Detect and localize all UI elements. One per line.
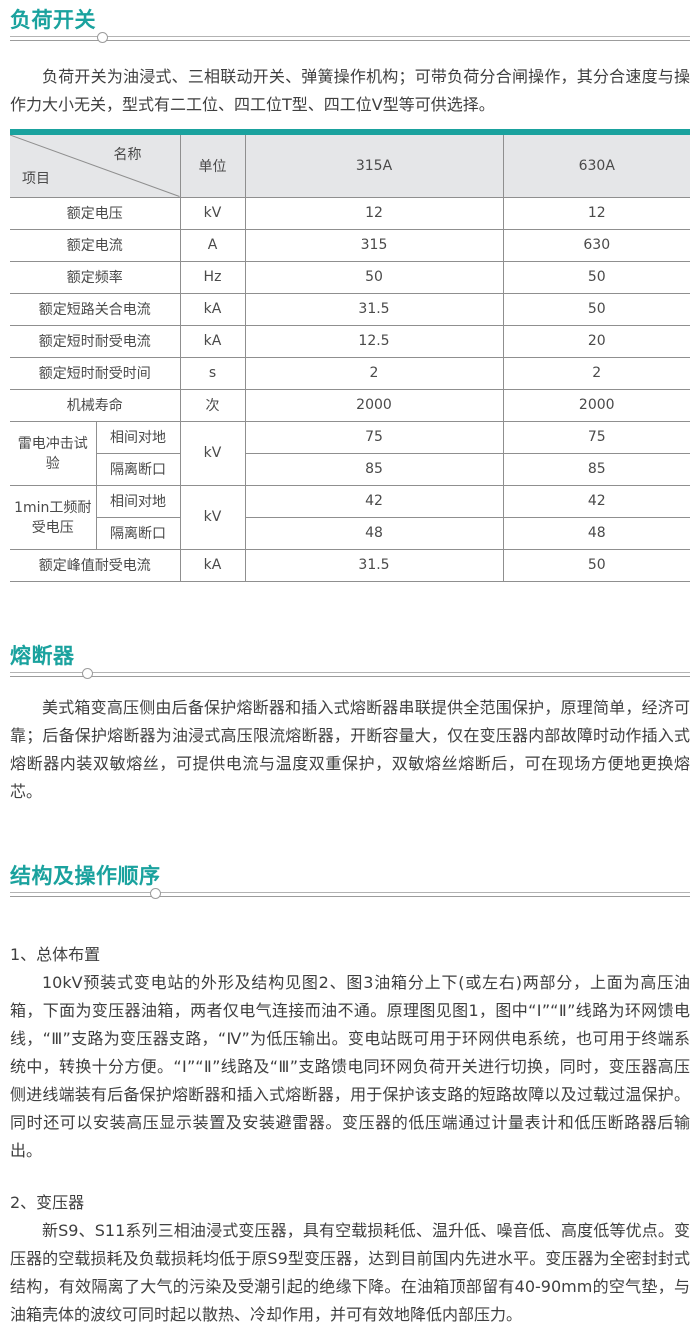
group-label: 1min工频耐受电压 xyxy=(10,484,97,550)
cell-630a: 20 xyxy=(502,324,690,358)
row-label: 额定电压 xyxy=(10,196,181,230)
cell-unit: kA xyxy=(179,548,246,582)
cell-630a: 85 xyxy=(502,452,690,486)
title-divider xyxy=(10,887,690,899)
table-row: 额定电流 A 315 630 xyxy=(10,228,690,262)
section-load-switch: 负荷开关 负荷开关为油浸式、三相联动开关、弹簧操作机构；可带负荷分合闸操作，其分… xyxy=(10,8,690,582)
cell-315a: 2000 xyxy=(244,388,504,422)
row-label: 额定峰值耐受电流 xyxy=(10,548,181,582)
cell-630a: 50 xyxy=(502,292,690,326)
cell-315a: 12 xyxy=(244,196,504,230)
cell-unit: s xyxy=(179,356,246,390)
structure-body: 1、总体布置 10kV预装式变电站的外形及结构见图2、图3油箱分上下(或左右)两… xyxy=(10,941,690,1329)
row-label: 额定短时耐受电流 xyxy=(10,324,181,358)
cell-315a: 31.5 xyxy=(244,548,504,582)
subsection-layout: 1、总体布置 10kV预装式变电站的外形及结构见图2、图3油箱分上下(或左右)两… xyxy=(10,941,690,1165)
cell-315a: 48 xyxy=(244,516,504,550)
cell-630a: 50 xyxy=(502,260,690,294)
row-label: 额定频率 xyxy=(10,260,181,294)
cell-unit: kV xyxy=(179,196,246,230)
row-label: 额定短时耐受时间 xyxy=(10,356,181,390)
table-row: 额定短路关合电流 kA 31.5 50 xyxy=(10,292,690,326)
cell-unit: kA xyxy=(179,324,246,358)
table-row-group: 1min工频耐受电压 相间对地 kV 42 42 xyxy=(10,484,690,550)
fuse-paragraph: 美式箱变高压侧由后备保护熔断器和插入式熔断器串联提供全范围保护，原理简单，经济可… xyxy=(10,697,690,801)
table-row-group: 隔离断口 85 85 xyxy=(10,452,690,486)
cell-unit: kA xyxy=(179,292,246,326)
cell-315a: 31.5 xyxy=(244,292,504,326)
section-title-fuse: 熔断器 xyxy=(10,643,75,668)
cell-630a: 2000 xyxy=(502,388,690,422)
table-row: 机械寿命 次 2000 2000 xyxy=(10,388,690,422)
spacer xyxy=(10,582,690,644)
table-row-group: 雷电冲击试验 相间对地 kV 75 75 xyxy=(10,420,690,486)
cell-630a: 630 xyxy=(502,228,690,262)
cell-315a: 85 xyxy=(244,452,504,486)
cell-630a: 42 xyxy=(502,484,690,518)
cell-315a: 12.5 xyxy=(244,324,504,358)
load-switch-paragraph: 负荷开关为油浸式、三相联动开关、弹簧操作机构；可带负荷分合闸操作，其分合速度与操… xyxy=(10,67,690,114)
table-accent-bar xyxy=(10,129,690,135)
section-title-structure: 结构及操作顺序 xyxy=(10,863,161,888)
cell-unit: kV xyxy=(179,484,246,550)
section-title-load-switch: 负荷开关 xyxy=(10,8,96,32)
cell-630a: 12 xyxy=(502,196,690,230)
spec-table: 名称 项目 单位 315A 630A 额定电压 kV 12 12 额定电流 A xyxy=(10,135,690,582)
subsection-heading: 1、总体布置 xyxy=(10,944,101,964)
cell-630a: 75 xyxy=(502,420,690,454)
diagonal-line xyxy=(10,135,180,197)
cell-315a: 42 xyxy=(244,484,504,518)
spec-table-wrapper: 名称 项目 单位 315A 630A 额定电压 kV 12 12 额定电流 A xyxy=(10,129,690,582)
corner-item-label: 项目 xyxy=(22,170,50,187)
cell-315a: 2 xyxy=(244,356,504,390)
table-header-row: 名称 项目 单位 315A 630A xyxy=(10,135,690,198)
cell-630a: 50 xyxy=(502,548,690,582)
group-label: 雷电冲击试验 xyxy=(10,420,97,486)
rule-dot-icon xyxy=(82,667,93,679)
col-header-630a: 630A xyxy=(502,135,690,198)
table-row: 额定峰值耐受电流 kA 31.5 50 xyxy=(10,548,690,582)
cell-unit: A xyxy=(179,228,246,262)
title-divider xyxy=(10,32,690,43)
section-fuse: 熔断器 美式箱变高压侧由后备保护熔断器和插入式熔断器串联提供全范围保护，原理简单… xyxy=(10,582,690,806)
section-structure: 结构及操作顺序 1、总体布置 10kV预装式变电站的外形及结构见图2、图3油箱分… xyxy=(10,806,690,1329)
table-row: 额定电压 kV 12 12 xyxy=(10,196,690,230)
subsection-paragraph: 10kV预装式变电站的外形及结构见图2、图3油箱分上下(或左右)两部分，上面为高… xyxy=(10,972,690,1160)
corner-name-label: 名称 xyxy=(113,147,142,163)
cell-315a: 75 xyxy=(244,420,504,454)
row-label: 额定电流 xyxy=(10,228,181,262)
subsection-paragraph: 新S9、S11系列三相油浸式变压器，具有空载损耗低、温升低、噪音低、高度低等优点… xyxy=(10,1220,690,1324)
rule-dot-icon xyxy=(97,32,108,43)
title-divider xyxy=(10,667,690,679)
sub-label: 相间对地 xyxy=(95,420,181,454)
sub-label: 隔离断口 xyxy=(95,516,181,550)
cell-unit: Hz xyxy=(179,260,246,294)
subsection-transformer: 2、变压器 新S9、S11系列三相油浸式变压器，具有空载损耗低、温升低、噪音低、… xyxy=(10,1189,690,1329)
sub-label: 隔离断口 xyxy=(95,452,181,486)
row-label: 额定短路关合电流 xyxy=(10,292,181,326)
table-row-group: 隔离断口 48 48 xyxy=(10,516,690,550)
row-label: 机械寿命 xyxy=(10,388,181,422)
subsection-heading: 2、变压器 xyxy=(10,1192,85,1212)
cell-unit: kV xyxy=(179,420,246,486)
rule-dot-icon xyxy=(150,887,161,899)
table-row: 额定短时耐受电流 kA 12.5 20 xyxy=(10,324,690,358)
diagonal-header-cell: 名称 项目 xyxy=(10,135,181,198)
sub-label: 相间对地 xyxy=(95,484,181,518)
col-header-315a: 315A xyxy=(244,135,504,198)
table-row: 额定短时耐受时间 s 2 2 xyxy=(10,356,690,390)
cell-630a: 2 xyxy=(502,356,690,390)
col-header-unit: 单位 xyxy=(179,135,246,198)
table-row: 额定频率 Hz 50 50 xyxy=(10,260,690,294)
cell-315a: 315 xyxy=(244,228,504,262)
cell-315a: 50 xyxy=(244,260,504,294)
spacer xyxy=(10,806,690,864)
cell-unit: 次 xyxy=(179,388,246,422)
cell-630a: 48 xyxy=(502,516,690,550)
